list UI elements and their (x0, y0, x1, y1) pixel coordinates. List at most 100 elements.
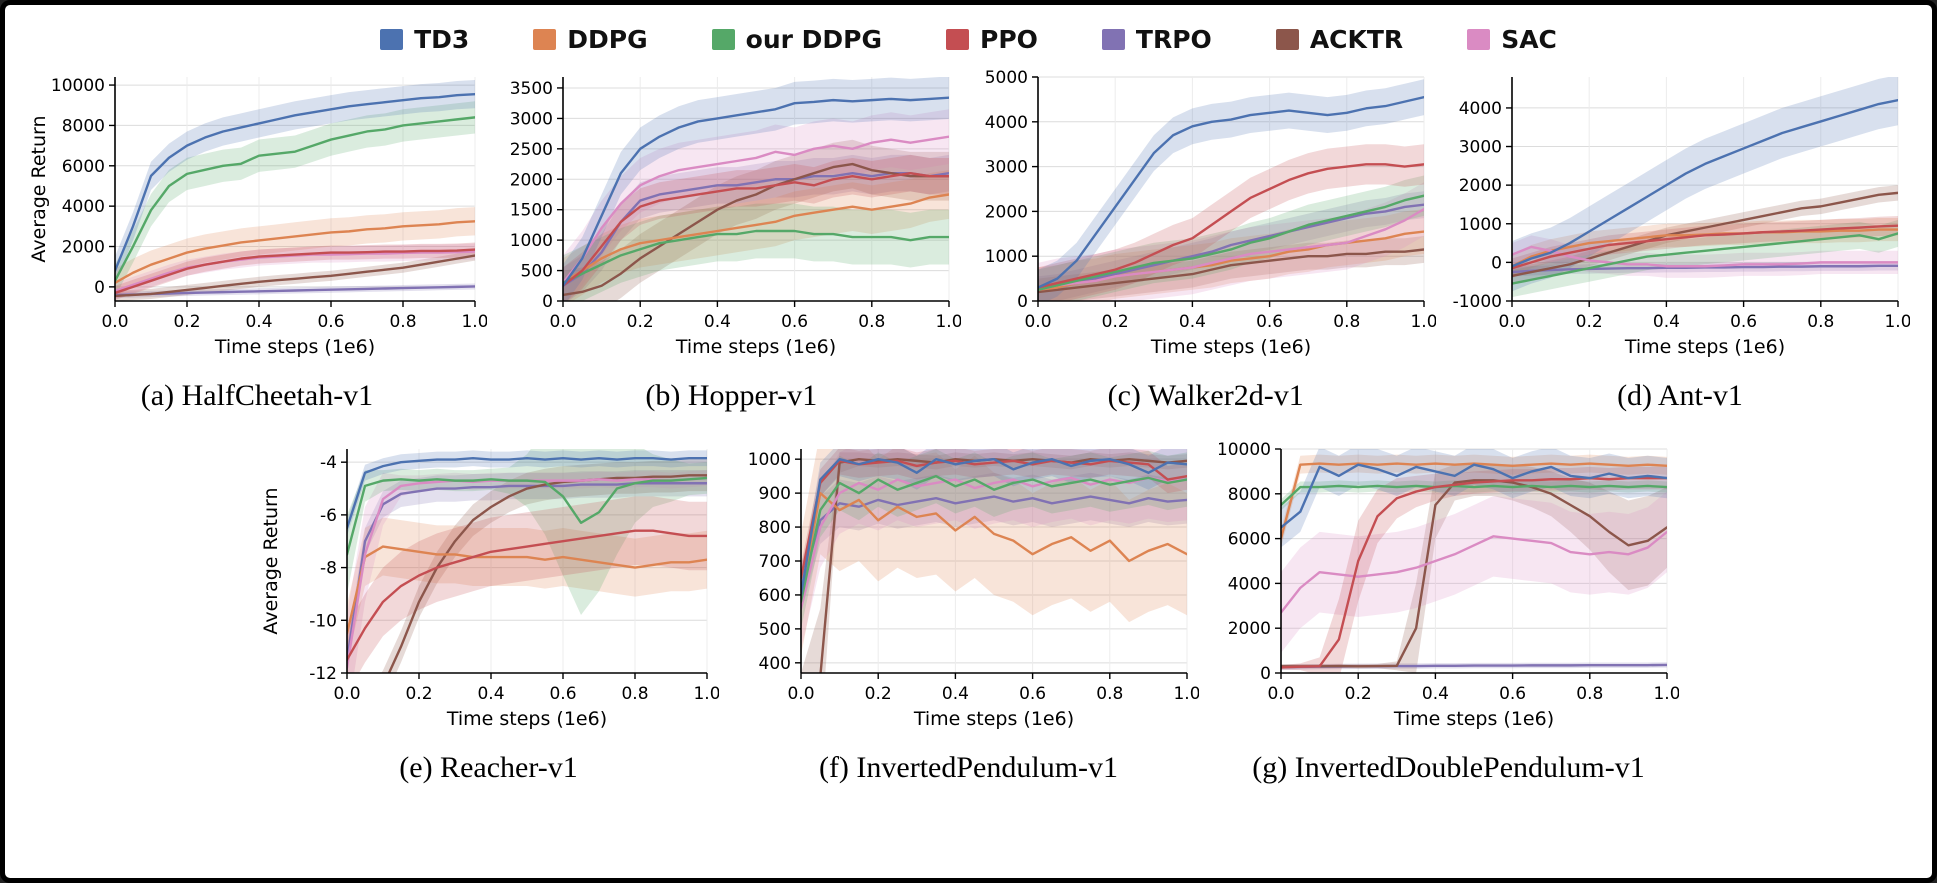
legend-swatch (946, 28, 970, 50)
svg-text:Time steps (1e6): Time steps (1e6) (445, 708, 606, 730)
svg-text:3500: 3500 (510, 79, 553, 99)
chart-caption: (e) Reacher-v1 (399, 751, 578, 784)
svg-text:0.4: 0.4 (245, 312, 272, 332)
svg-text:0.0: 0.0 (1267, 684, 1294, 704)
svg-text:Time steps (1e6): Time steps (1e6) (912, 708, 1073, 730)
svg-text:0.6: 0.6 (1019, 684, 1046, 704)
chart-hopper: 0.0 0.2 0.4 0.6 0.8 1.0 0 500 1000 1500 2000 2500 30… (501, 63, 961, 413)
svg-text:3000: 3000 (510, 109, 553, 129)
svg-text:0.8: 0.8 (389, 312, 416, 332)
chart-canvas-walker2d: 0.0 0.2 0.4 0.6 0.8 1.0 0 1000 2000 3000 4000 5000 T… (984, 68, 1435, 358)
svg-text:600: 600 (758, 586, 790, 606)
chart-caption: (a) HalfCheetah-v1 (140, 379, 374, 412)
svg-text:4000: 4000 (984, 113, 1027, 133)
svg-text:2500: 2500 (510, 140, 553, 160)
legend-label: DDPG (567, 24, 648, 54)
legend-swatch (1101, 28, 1125, 50)
svg-text:1.0: 1.0 (1884, 312, 1910, 332)
svg-text:0.2: 0.2 (405, 684, 432, 704)
svg-text:800: 800 (758, 518, 790, 538)
legend-item-td3: TD3 (380, 25, 469, 54)
chart-walker2d: 0.0 0.2 0.4 0.6 0.8 1.0 0 1000 2000 3000 4000 5000 T… (976, 63, 1435, 413)
svg-text:3000: 3000 (984, 158, 1027, 178)
svg-text:8000: 8000 (1227, 485, 1270, 505)
svg-text:0.0: 0.0 (1024, 312, 1051, 332)
svg-text:0.2: 0.2 (864, 684, 891, 704)
legend-item-acktr: ACKTR (1275, 24, 1404, 54)
svg-text:0: 0 (1491, 253, 1502, 273)
legend-label: ACKTR (1309, 24, 1404, 54)
svg-text:2000: 2000 (62, 238, 105, 258)
svg-text:0.2: 0.2 (1576, 312, 1603, 332)
svg-text:0.4: 0.4 (477, 684, 504, 704)
svg-text:0.0: 0.0 (550, 312, 577, 332)
svg-text:0.8: 0.8 (1807, 312, 1834, 332)
svg-text:10000: 10000 (1219, 440, 1271, 460)
svg-text:0.4: 0.4 (1653, 312, 1680, 332)
svg-text:0.2: 0.2 (1101, 312, 1128, 332)
svg-text:1.0: 1.0 (936, 312, 962, 332)
svg-text:0: 0 (94, 278, 105, 298)
legend-swatch (380, 28, 404, 50)
svg-text:900: 900 (758, 484, 790, 504)
svg-text:10000: 10000 (51, 76, 105, 96)
svg-text:0.8: 0.8 (1576, 684, 1603, 704)
legend-swatch (1275, 28, 1299, 50)
svg-text:1000: 1000 (510, 231, 553, 251)
svg-text:0.0: 0.0 (787, 684, 814, 704)
svg-text:700: 700 (758, 552, 790, 572)
svg-text:-12: -12 (309, 664, 337, 684)
svg-text:2000: 2000 (1227, 619, 1270, 639)
svg-text:-4: -4 (320, 453, 337, 473)
svg-text:0.4: 0.4 (1421, 684, 1448, 704)
svg-text:Time steps (1e6): Time steps (1e6) (1624, 336, 1785, 358)
svg-text:0.6: 0.6 (1499, 684, 1526, 704)
svg-text:-6: -6 (320, 506, 337, 526)
svg-text:2000: 2000 (984, 202, 1027, 222)
svg-text:0.8: 0.8 (1096, 684, 1123, 704)
svg-text:1000: 1000 (984, 247, 1027, 267)
svg-text:1.0: 1.0 (1173, 684, 1199, 704)
svg-text:0.6: 0.6 (781, 312, 808, 332)
svg-text:6000: 6000 (62, 157, 105, 177)
legend-label: our DDPG (745, 24, 883, 54)
svg-text:0: 0 (1260, 664, 1271, 684)
chart-canvas-halfcheetah: 0.0 0.2 0.4 0.6 0.8 1.0 0 2000 4000 6000 8000 10000… (28, 76, 487, 358)
svg-text:0.6: 0.6 (1730, 312, 1757, 332)
legend-label: TD3 (414, 24, 470, 54)
svg-text:Average Return: Average Return (28, 115, 50, 262)
svg-text:0.0: 0.0 (101, 312, 128, 332)
svg-text:Average Return: Average Return (260, 487, 282, 634)
chart-halfcheetah: 0.0 0.2 0.4 0.6 0.8 1.0 0 2000 4000 6000 8000 10000… (27, 63, 487, 413)
legend-item-our-ddpg: our DDPG (711, 24, 883, 54)
chart-invertedpendulum: 0.0 0.2 0.4 0.6 0.8 1.0 400 500 600 700 800 900 1000… (739, 435, 1199, 785)
legend-item-trpo: TRPO (1101, 25, 1212, 54)
svg-text:-10: -10 (309, 611, 337, 631)
svg-text:-8: -8 (320, 559, 337, 579)
chart-ant: 0.0 0.2 0.4 0.6 0.8 1.0 -1000 0 1000 2000 3000 4000… (1450, 63, 1910, 413)
svg-text:0.8: 0.8 (621, 684, 648, 704)
svg-text:0.8: 0.8 (1333, 312, 1360, 332)
svg-text:0: 0 (1017, 292, 1028, 312)
svg-text:0.6: 0.6 (1256, 312, 1283, 332)
svg-text:0.2: 0.2 (627, 312, 654, 332)
chart-row-1: 0.0 0.2 0.4 0.6 0.8 1.0 0 2000 4000 6000 8000 10000… (5, 59, 1932, 413)
svg-text:1000: 1000 (1459, 215, 1502, 235)
svg-text:500: 500 (521, 262, 553, 282)
chart-canvas-invertedpendulum: 0.0 0.2 0.4 0.6 0.8 1.0 400 500 600 700 800 900 1000… (747, 449, 1199, 730)
svg-text:0.4: 0.4 (941, 684, 968, 704)
chart-inverteddoublependulum: 0.0 0.2 0.4 0.6 0.8 1.0 0 2000 4000 6000 8000 10000… (1219, 435, 1679, 785)
svg-text:-1000: -1000 (1453, 292, 1502, 312)
chart-caption: (d) Ant-v1 (1617, 379, 1743, 412)
chart-canvas-hopper: 0.0 0.2 0.4 0.6 0.8 1.0 0 500 1000 1500 2000 2500 30… (510, 77, 962, 358)
svg-text:0.4: 0.4 (704, 312, 731, 332)
legend: TD3 DDPG our DDPG PPO TRPO ACKTR SAC (5, 5, 1932, 59)
svg-text:0.2: 0.2 (1344, 684, 1371, 704)
legend-swatch (1467, 28, 1491, 50)
chart-canvas-inverteddoublependulum: 0.0 0.2 0.4 0.6 0.8 1.0 0 2000 4000 6000 8000 10000… (1219, 440, 1679, 730)
chart-canvas-ant: 0.0 0.2 0.4 0.6 0.8 1.0 -1000 0 1000 2000 3000 4000… (1453, 77, 1910, 358)
svg-text:0: 0 (543, 292, 554, 312)
svg-text:0.8: 0.8 (859, 312, 886, 332)
svg-text:4000: 4000 (1227, 574, 1270, 594)
